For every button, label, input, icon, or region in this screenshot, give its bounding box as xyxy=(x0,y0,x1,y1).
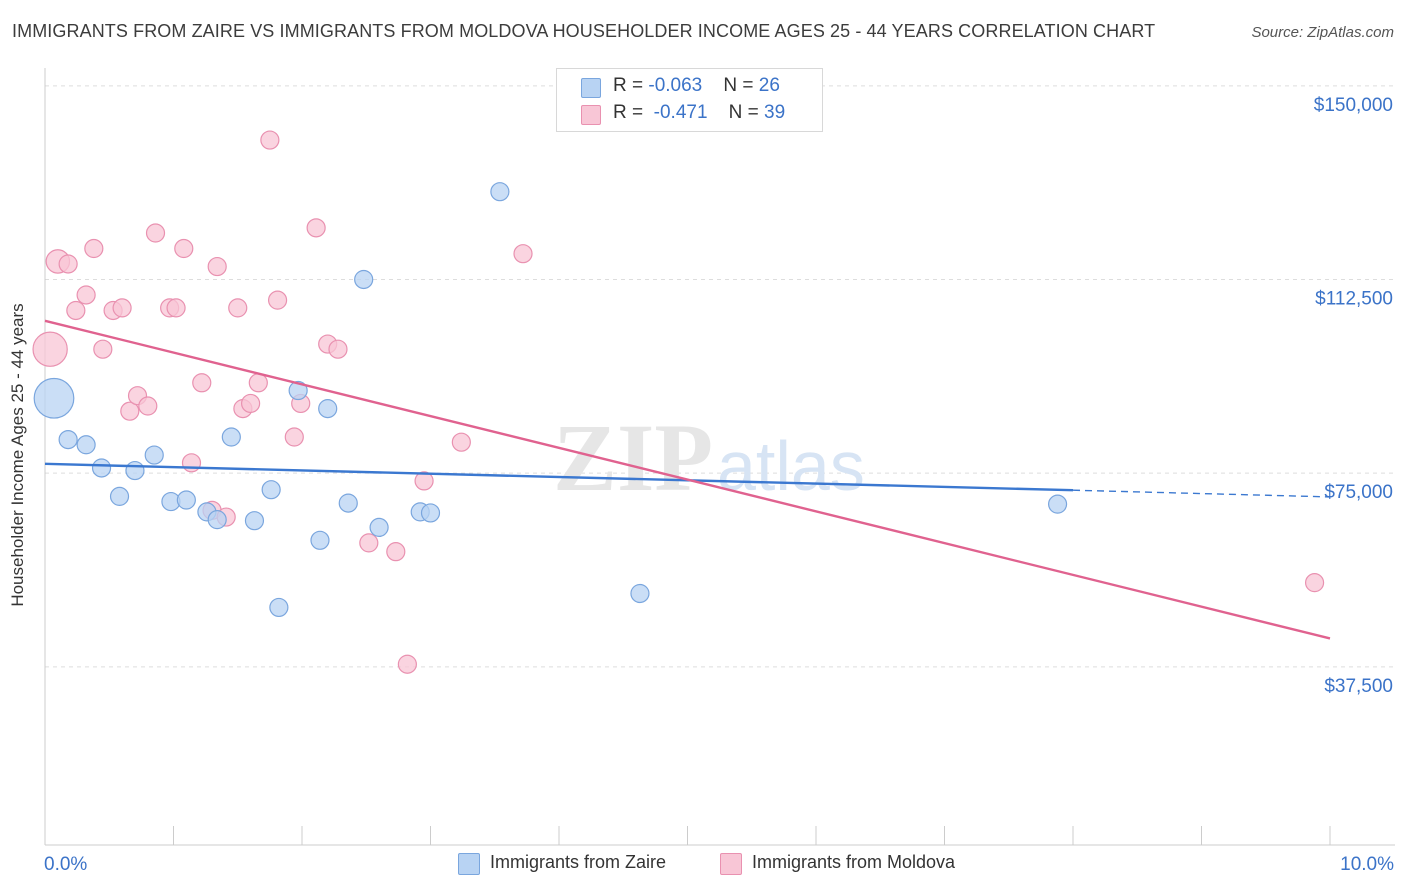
x-tick-label-min: 0.0% xyxy=(44,854,87,875)
moldova-points xyxy=(32,130,1325,674)
moldova-point xyxy=(192,373,212,393)
correlation-legend: R = -0.063 N = 26 R = -0.471 N = 39 xyxy=(556,68,823,132)
moldova-point xyxy=(306,218,326,238)
moldova-point xyxy=(397,654,417,674)
legend-swatch-moldova xyxy=(581,105,601,125)
zaire-point xyxy=(630,583,650,604)
tick-labels: $37,500 $75,000 $112,500 $150,000 0.0% 10.0% xyxy=(44,95,1394,875)
zaire-point xyxy=(125,460,145,481)
zaire-point xyxy=(490,182,510,202)
zaire-point xyxy=(221,427,241,447)
moldova-point xyxy=(284,427,304,447)
moldova-point xyxy=(174,238,194,259)
legend-moldova-r-value: -0.471 xyxy=(653,102,708,123)
legend-moldova-n-label: N = xyxy=(728,102,765,123)
zaire-trend-line-extension xyxy=(1072,489,1331,498)
legend-swatch-zaire xyxy=(581,78,601,98)
source-credit: Source: ZipAtlas.com xyxy=(1251,24,1394,41)
legend-zaire-n-label: N = xyxy=(723,75,759,96)
y-tick-label: $150,000 xyxy=(1314,95,1393,116)
zaire-point xyxy=(369,517,389,537)
moldova-point xyxy=(513,244,533,264)
trend-lines xyxy=(44,319,1331,640)
chart-title: IMMIGRANTS FROM ZAIRE VS IMMIGRANTS FROM… xyxy=(12,21,1156,41)
zaire-point xyxy=(310,530,330,550)
zaire-point xyxy=(354,269,374,290)
bottom-legend-swatch-moldova xyxy=(720,853,742,875)
moldova-point xyxy=(32,331,68,367)
bottom-legend-label-zaire: Immigrants from Zaire xyxy=(490,852,667,872)
moldova-trend-line xyxy=(44,319,1331,640)
moldova-point xyxy=(66,300,86,321)
legend-zaire-r-label: R = xyxy=(613,75,649,96)
zaire-point xyxy=(420,503,441,523)
legend-zaire-n-value: 26 xyxy=(758,75,780,96)
moldova-point xyxy=(112,298,132,318)
moldova-point xyxy=(181,453,202,473)
moldova-point xyxy=(328,339,348,359)
bottom-legend-swatch-zaire xyxy=(458,853,480,875)
zaire-point xyxy=(76,435,96,455)
moldova-point xyxy=(207,256,227,277)
zaire-point xyxy=(58,429,78,450)
moldova-point xyxy=(451,432,471,452)
moldova-point xyxy=(166,298,186,318)
zaire-point xyxy=(144,445,164,465)
legend-zaire-r-value: -0.063 xyxy=(648,75,703,96)
zaire-point xyxy=(269,597,289,618)
moldova-point xyxy=(145,223,166,243)
zaire-point xyxy=(1047,494,1068,514)
zaire-point xyxy=(244,511,265,531)
legend-moldova-n-value: 39 xyxy=(764,102,786,123)
moldova-point xyxy=(93,339,113,359)
zaire-trend-line xyxy=(44,462,1074,492)
zaire-point xyxy=(109,486,130,506)
zaire-point xyxy=(91,458,112,478)
zaire-point xyxy=(318,399,338,419)
zaire-points xyxy=(33,182,1068,618)
moldova-point xyxy=(138,396,158,416)
x-tick-label-max: 10.0% xyxy=(1340,854,1394,875)
moldova-point xyxy=(1304,573,1325,593)
zaire-point xyxy=(288,380,308,401)
y-tick-label: $75,000 xyxy=(1324,482,1393,503)
moldova-point xyxy=(76,285,96,305)
moldova-point xyxy=(359,533,379,553)
moldova-point xyxy=(228,298,248,318)
bottom-legend-label-moldova: Immigrants from Moldova xyxy=(752,852,956,872)
watermark-zip: ZIP xyxy=(553,404,713,511)
moldova-point xyxy=(260,130,280,150)
moldova-point xyxy=(386,542,406,562)
gridlines xyxy=(45,85,1395,668)
moldova-point xyxy=(267,290,288,310)
zaire-point xyxy=(261,480,281,500)
axes xyxy=(44,68,1395,846)
zaire-point xyxy=(176,490,196,510)
y-tick-label: $37,500 xyxy=(1324,676,1393,697)
legend-moldova-r-label: R = xyxy=(613,102,649,123)
moldova-point xyxy=(248,373,268,393)
zaire-point xyxy=(33,377,75,419)
moldova-point xyxy=(84,238,104,259)
moldova-point xyxy=(120,401,140,421)
moldova-point xyxy=(241,393,261,414)
y-tick-label: $112,500 xyxy=(1315,288,1393,309)
moldova-point xyxy=(414,471,434,491)
zaire-point xyxy=(207,510,227,530)
y-axis-label: Householder Income Ages 25 - 44 years xyxy=(8,303,27,607)
moldova-point xyxy=(58,254,78,274)
zaire-point xyxy=(338,493,358,513)
